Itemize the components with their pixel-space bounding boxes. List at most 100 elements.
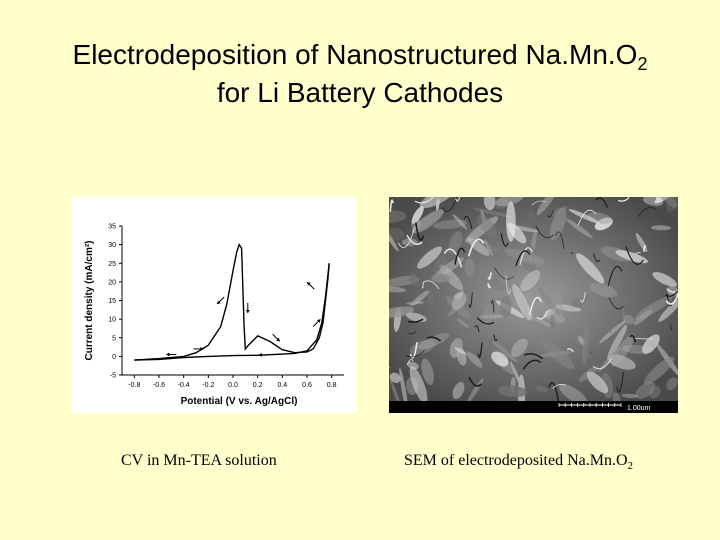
sem-flake xyxy=(465,216,499,243)
sem-flake xyxy=(390,379,401,406)
sem-edge xyxy=(468,292,473,308)
sem-flake xyxy=(570,297,587,308)
x-axis-label: Potential (V vs. Ag/AgCl) xyxy=(181,396,298,407)
sem-edge xyxy=(493,334,498,342)
sem-edge xyxy=(555,231,565,249)
sem-flake xyxy=(648,386,661,399)
sem-flake xyxy=(491,351,509,367)
sem-flake xyxy=(549,207,567,241)
sem-flake xyxy=(484,243,502,253)
y-tick-label: 5 xyxy=(112,335,116,342)
sem-edge xyxy=(548,382,560,402)
sem-flake xyxy=(586,371,609,394)
caption-sem-text: SEM of electrodeposited Na.Mn.O xyxy=(404,452,628,469)
sem-flake xyxy=(478,268,506,291)
sem-flake xyxy=(554,304,582,312)
sem-flake xyxy=(576,253,605,284)
cv-series-3 xyxy=(134,263,330,361)
sem-scale-bar xyxy=(558,403,622,407)
sem-flake xyxy=(417,246,442,269)
sem-flake xyxy=(621,393,638,398)
sem-info-bar xyxy=(389,401,678,413)
sem-edge xyxy=(389,199,394,212)
sem-flake xyxy=(523,260,537,272)
sem-edge xyxy=(487,283,492,289)
title-line-1: Electrodeposition of Nanostructured Na.M… xyxy=(72,39,638,70)
sem-edge xyxy=(531,200,546,206)
sem-edge xyxy=(515,250,531,267)
cv-arrow-head xyxy=(258,352,262,357)
y-tick-label: 20 xyxy=(108,279,116,286)
sem-edge xyxy=(406,359,414,366)
sem-flake xyxy=(497,385,528,398)
sem-edge xyxy=(407,318,424,323)
sem-edge xyxy=(443,248,463,268)
sem-flake xyxy=(452,214,468,230)
sem-flake xyxy=(466,377,484,404)
sem-flake xyxy=(500,295,512,318)
sem-edge xyxy=(617,197,630,202)
sem-flake xyxy=(581,323,589,365)
sem-edge xyxy=(566,348,574,353)
sem-flake xyxy=(634,296,673,321)
cv-arrow-head xyxy=(276,337,280,342)
sem-edge xyxy=(467,238,485,257)
y-tick-label: 10 xyxy=(108,317,116,324)
sem-flake xyxy=(446,296,472,320)
sem-flake xyxy=(492,341,518,363)
cv-arrow-head xyxy=(316,319,321,323)
sem-flake xyxy=(464,258,475,277)
sem-flake xyxy=(494,197,509,210)
sem-flake xyxy=(419,197,455,209)
sem-edge xyxy=(422,280,440,290)
sem-flake xyxy=(599,320,626,344)
sem-flake xyxy=(508,225,539,233)
sem-flake xyxy=(578,336,585,346)
sem-micrograph: 1.00um xyxy=(389,197,678,413)
sem-edge xyxy=(536,310,549,320)
sem-flake xyxy=(480,209,488,231)
sem-edge xyxy=(528,296,543,316)
sem-flake xyxy=(544,311,566,323)
sem-edge xyxy=(634,337,654,340)
sem-flake xyxy=(536,197,560,216)
sem-flake xyxy=(549,314,556,329)
sem-edge xyxy=(505,274,511,295)
x-tick-label: -0.4 xyxy=(178,382,190,389)
cv-chart-svg: -0.8 -0.6 -0.4 -0.2 0.0 0.2 0.4 0.6 0.8 -5 0 5 10 15 2… xyxy=(84,224,344,407)
x-tick-label: 0.2 xyxy=(253,382,263,389)
cv-series-2 xyxy=(240,248,330,354)
sem-edge xyxy=(535,225,554,239)
sem-flake xyxy=(452,381,465,400)
sem-flake xyxy=(527,267,538,306)
sem-edge xyxy=(491,300,495,313)
sem-nanoflakes xyxy=(389,197,678,413)
sem-edge xyxy=(463,215,473,229)
sem-edge xyxy=(477,342,483,358)
sem-flake xyxy=(407,361,419,370)
y-tick-label: 35 xyxy=(108,224,116,231)
x-tick-label: 0.0 xyxy=(228,382,238,389)
sem-flake xyxy=(565,218,593,239)
sem-flake xyxy=(510,361,525,393)
sem-flake xyxy=(568,209,601,224)
sem-flake xyxy=(650,225,671,231)
sem-flake xyxy=(589,282,618,298)
sem-flake xyxy=(607,324,627,360)
sem-flake xyxy=(477,214,498,239)
sem-flake xyxy=(410,290,430,307)
sem-edge xyxy=(494,266,515,280)
sem-edge xyxy=(593,253,601,263)
sem-flake xyxy=(406,301,425,305)
x-tick-label: 0.8 xyxy=(327,382,337,389)
cv-arrow-head xyxy=(245,309,250,313)
sem-scale-label: 1.00um xyxy=(627,405,651,412)
sem-flake xyxy=(537,287,561,317)
sem-edge xyxy=(637,207,658,217)
sem-flake xyxy=(457,318,470,329)
sem-flake xyxy=(550,205,568,216)
sem-edge xyxy=(670,324,673,330)
sem-edge xyxy=(474,325,480,333)
cv-series-1 xyxy=(134,242,243,361)
